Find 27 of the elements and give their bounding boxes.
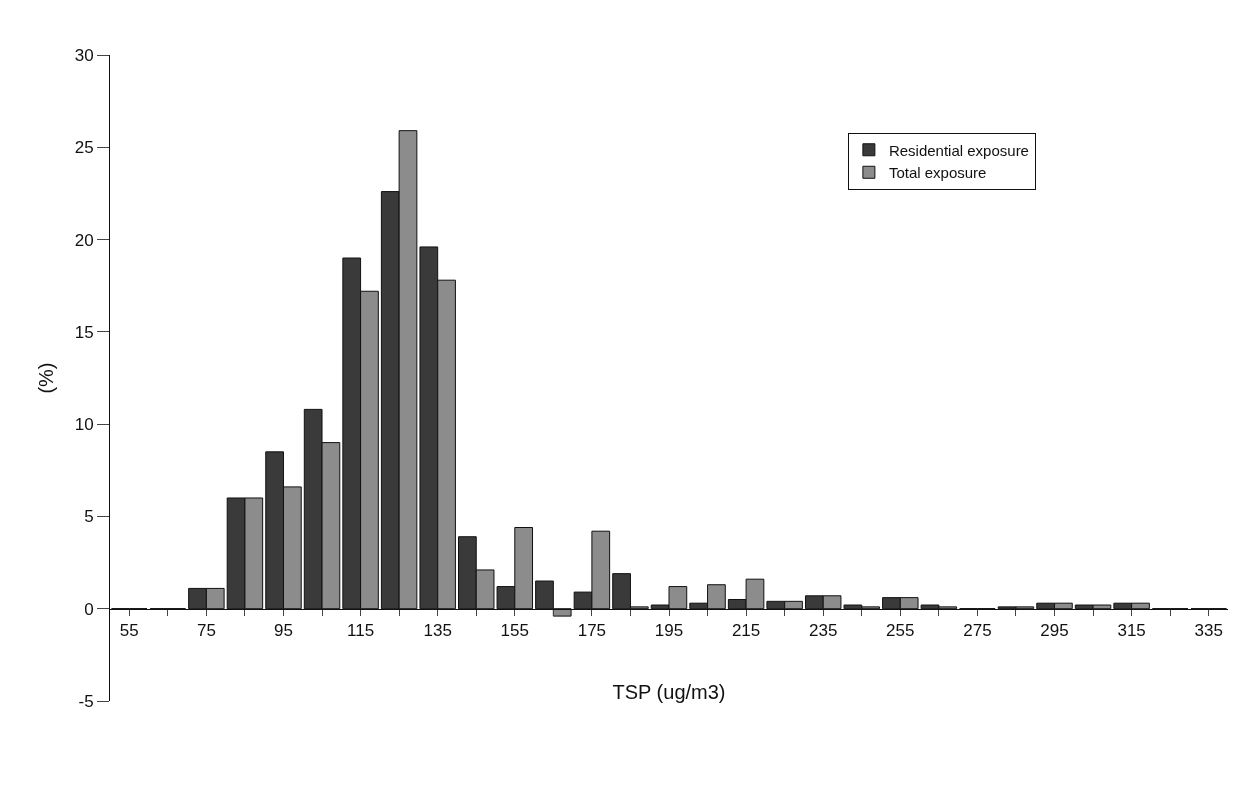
y-tick-label: 10 — [74, 415, 94, 435]
x-tick-label: 255 — [886, 621, 915, 641]
x-tick-label: 75 — [196, 621, 216, 641]
x-tick-label: 315 — [1117, 621, 1146, 641]
x-tick-label: 195 — [654, 621, 684, 641]
x-tick-label: 275 — [963, 621, 992, 641]
y-tick-label: 0 — [84, 599, 94, 619]
x-tick-label: 115 — [347, 621, 375, 641]
legend-label: Residential exposure — [888, 141, 1029, 159]
x-tick-label: 135 — [423, 621, 452, 641]
y-tick-label: 25 — [74, 138, 94, 158]
x-tick-label: 95 — [274, 621, 293, 641]
y-tick-label: 20 — [74, 230, 94, 250]
y-tick-label: 5 — [84, 507, 94, 527]
y-tick-label: 15 — [74, 322, 94, 342]
x-tick-label: 295 — [1040, 621, 1069, 641]
y-tick-label: 30 — [74, 45, 94, 65]
y-tick-label: -5 — [78, 691, 94, 711]
legend-label: Total exposure — [888, 164, 987, 182]
x-tick-label: 335 — [1194, 621, 1223, 641]
x-tick-label: 235 — [809, 621, 838, 641]
x-tick-label: 55 — [119, 621, 139, 641]
x-tick-label: 155 — [500, 621, 529, 641]
x-tick-label: 175 — [577, 621, 607, 641]
y-axis-title: (%) — [35, 362, 58, 394]
x-tick-label: 215 — [731, 621, 761, 641]
x-axis-title: TSP (ug/m3) — [612, 680, 726, 703]
